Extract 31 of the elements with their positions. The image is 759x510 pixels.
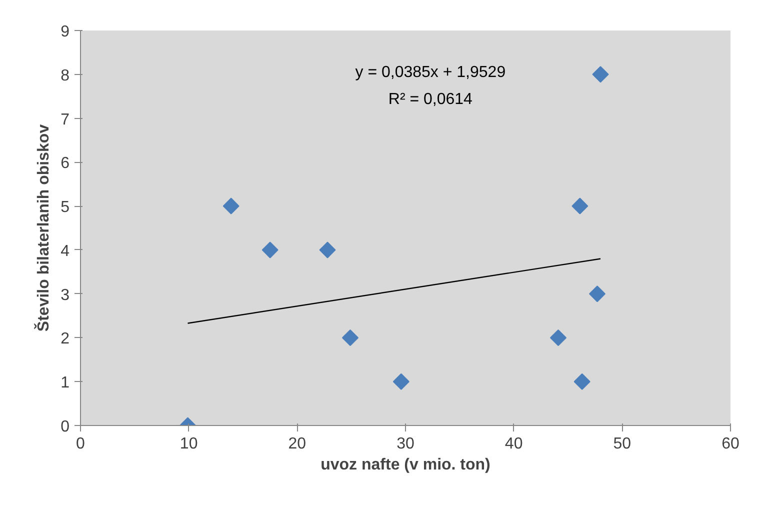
y-tick-label: 7 [60,111,70,128]
y-tick-label: 0 [60,418,70,436]
y-axis-title: Število bilaterlanih obiskov [34,124,53,332]
x-axis-title: uvoz nafte (v mio. ton) [320,456,490,474]
point [588,286,606,302]
y-tick-label: 2 [60,330,70,348]
x-tick-label: 30 [396,436,414,452]
y-tick-label: 8 [60,67,70,84]
y-tick-label: 4 [60,242,70,260]
y-tick-label: 5 [60,199,70,216]
annotation: R² = 0,0614 [388,91,473,108]
point [592,66,609,83]
y-tick-label: 6 [60,155,70,172]
point [550,329,567,346]
y-tick-label: 9 [60,24,70,40]
x-tick-label: 20 [288,436,306,452]
x-tick-label: 10 [180,436,198,452]
x-tick-label: 60 [722,436,740,452]
x-tick-label: 40 [504,436,523,452]
point [342,329,359,346]
y-tick-label: 3 [60,286,70,304]
x-tick-label: 50 [613,436,632,452]
point [574,373,590,390]
point [572,198,588,214]
y-tick-label: 1 [60,374,70,392]
point [392,373,410,390]
point [319,242,336,258]
point [222,198,240,214]
annotation: y = 0,0385x + 1,9529 [355,64,506,81]
x-tick-label: 0 [76,436,86,452]
point [262,242,278,258]
